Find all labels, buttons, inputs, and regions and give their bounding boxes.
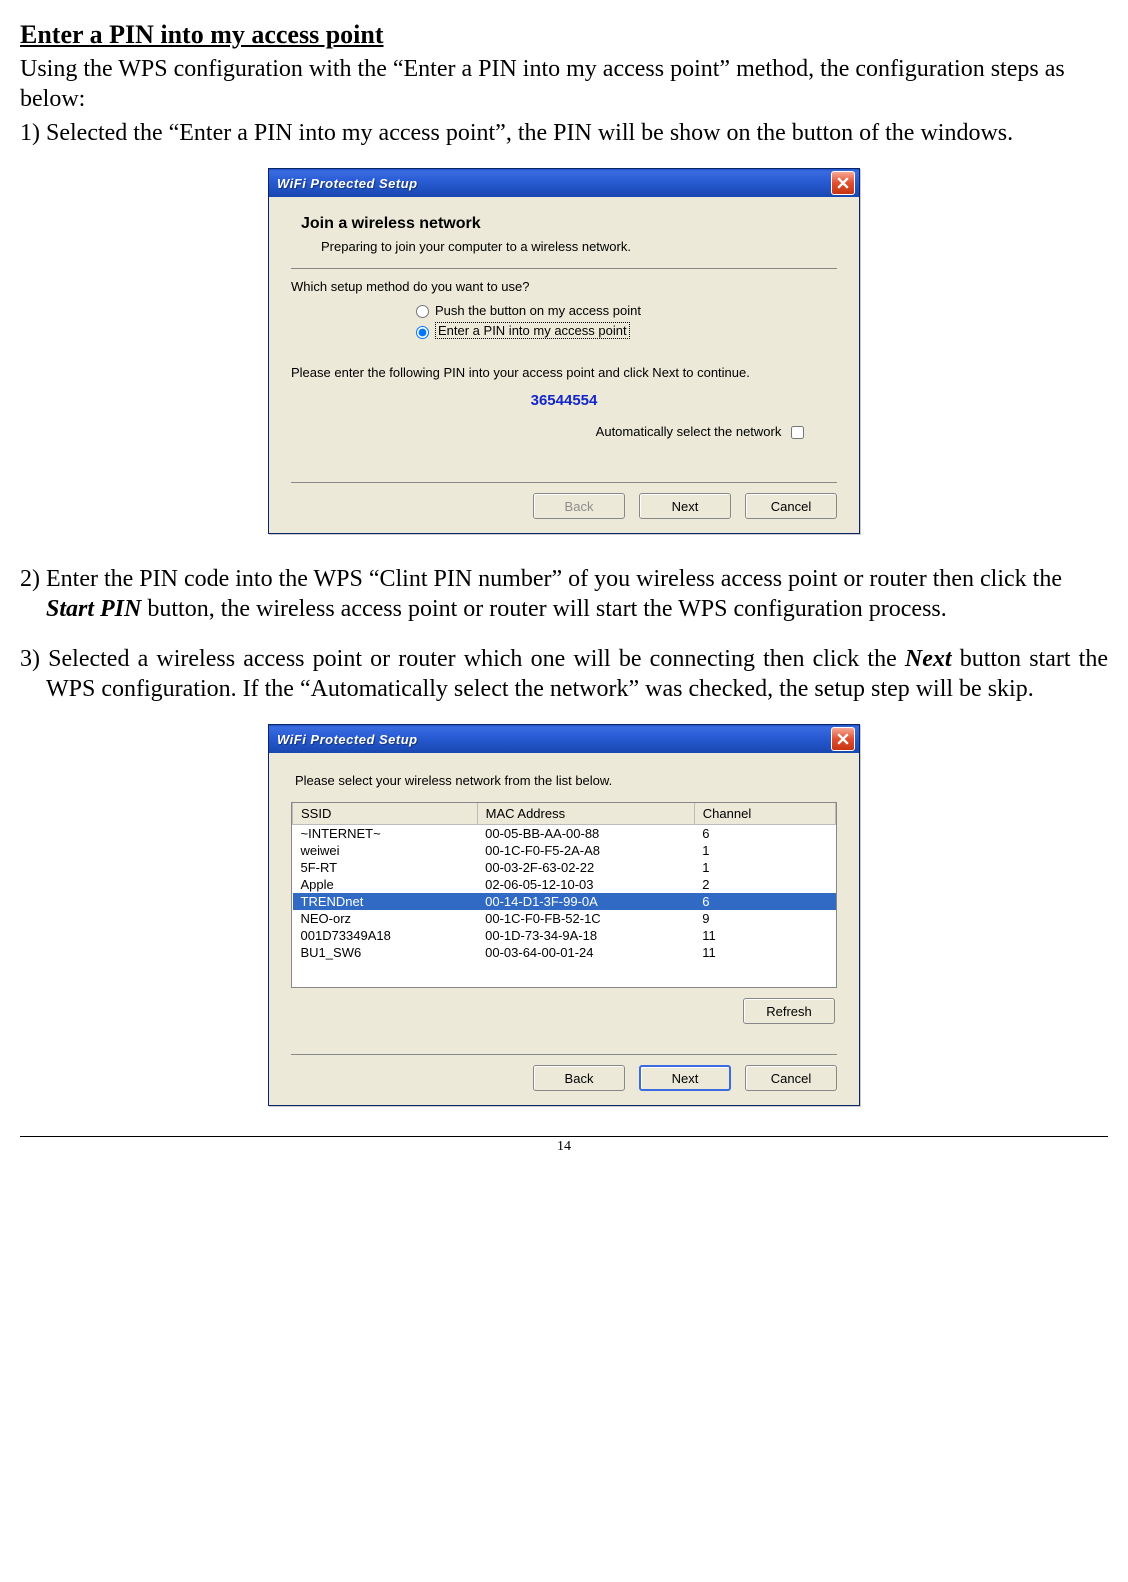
cell-mac: 00-1C-F0-FB-52-1C [477, 910, 694, 927]
table-row[interactable]: NEO-orz00-1C-F0-FB-52-1C9 [293, 910, 836, 927]
cell-ch: 6 [694, 893, 835, 910]
radio-push-label: Push the button on my access point [435, 303, 641, 318]
cell-ssid: Apple [293, 876, 478, 893]
step-3-text: 3) Selected a wireless access point or r… [20, 644, 1108, 704]
auto-select-checkbox[interactable] [791, 426, 804, 439]
table-row[interactable]: 001D73349A1800-1D-73-34-9A-1811 [293, 927, 836, 944]
step-2-part2: button, the wireless access point or rou… [141, 596, 946, 622]
page-number: 14 [20, 1136, 1108, 1155]
cell-ch: 11 [694, 944, 835, 961]
titlebar: WiFi Protected Setup [269, 169, 859, 197]
cell-ch: 11 [694, 927, 835, 944]
cell-ssid: TRENDnet [293, 893, 478, 910]
col-channel[interactable]: Channel [694, 803, 835, 825]
refresh-button[interactable]: Refresh [743, 998, 835, 1024]
cell-ch: 9 [694, 910, 835, 927]
wps-window-select-network: WiFi Protected Setup Please select your … [268, 724, 860, 1106]
network-table-wrap: SSID MAC Address Channel ~INTERNET~00-05… [291, 802, 837, 988]
cell-mac: 00-14-D1-3F-99-0A [477, 893, 694, 910]
setup-question: Which setup method do you want to use? [291, 279, 837, 294]
cancel-button[interactable]: Cancel [745, 493, 837, 519]
auto-select-row: Automatically select the network [291, 423, 807, 442]
wps-window-pin: WiFi Protected Setup Join a wireless net… [268, 168, 860, 534]
cell-mac: 00-03-64-00-01-24 [477, 944, 694, 961]
close-button[interactable] [831, 171, 855, 195]
section-title: Enter a PIN into my access point [20, 20, 1108, 50]
table-row[interactable]: Apple02-06-05-12-10-032 [293, 876, 836, 893]
table-row[interactable]: ~INTERNET~00-05-BB-AA-00-886 [293, 825, 836, 843]
auto-select-label: Automatically select the network [596, 424, 782, 439]
cell-ssid: NEO-orz [293, 910, 478, 927]
step-2-startpin: Start PIN [46, 596, 141, 622]
step-2: 2) Enter the PIN code into the WPS “Clin… [20, 564, 1108, 624]
cell-mac: 00-03-2F-63-02-22 [477, 859, 694, 876]
divider [291, 268, 837, 269]
step-1-text: 1) Selected the “Enter a PIN into my acc… [20, 118, 1108, 148]
cell-ssid: 5F-RT [293, 859, 478, 876]
pin-value: 36544554 [291, 392, 837, 409]
close-icon [837, 733, 849, 745]
table-row[interactable]: BU1_SW600-03-64-00-01-2411 [293, 944, 836, 961]
table-row[interactable]: 5F-RT00-03-2F-63-02-221 [293, 859, 836, 876]
next-button[interactable]: Next [639, 493, 731, 519]
table-row[interactable]: weiwei00-1C-F0-F5-2A-A81 [293, 842, 836, 859]
radio-push-input[interactable] [416, 305, 429, 318]
radio-pin-input[interactable] [416, 326, 429, 339]
cell-mac: 02-06-05-12-10-03 [477, 876, 694, 893]
close-icon [837, 177, 849, 189]
enter-pin-instruction: Please enter the following PIN into your… [291, 365, 837, 380]
select-prompt: Please select your wireless network from… [295, 773, 837, 788]
step-1: 1) Selected the “Enter a PIN into my acc… [20, 118, 1108, 148]
cell-mac: 00-1C-F0-F5-2A-A8 [477, 842, 694, 859]
dialog-subheading: Preparing to join your computer to a wir… [321, 239, 837, 254]
close-button[interactable] [831, 727, 855, 751]
step-3: 3) Selected a wireless access point or r… [20, 644, 1108, 704]
cell-ch: 1 [694, 842, 835, 859]
back-button[interactable]: Back [533, 1065, 625, 1091]
intro-text: Using the WPS configuration with the “En… [20, 54, 1108, 114]
cancel-button[interactable]: Cancel [745, 1065, 837, 1091]
network-table[interactable]: SSID MAC Address Channel ~INTERNET~00-05… [292, 803, 836, 961]
cell-ssid: ~INTERNET~ [293, 825, 478, 843]
radio-push-button[interactable]: Push the button on my access point [411, 302, 837, 318]
button-row: Back Next Cancel [291, 1054, 837, 1091]
cell-mac: 00-05-BB-AA-00-88 [477, 825, 694, 843]
cell-mac: 00-1D-73-34-9A-18 [477, 927, 694, 944]
cell-ssid: weiwei [293, 842, 478, 859]
cell-ch: 2 [694, 876, 835, 893]
table-row[interactable]: TRENDnet00-14-D1-3F-99-0A6 [293, 893, 836, 910]
step-3-part1: 3) Selected a wireless access point or r… [20, 646, 905, 672]
titlebar: WiFi Protected Setup [269, 725, 859, 753]
dialog-heading: Join a wireless network [301, 215, 837, 233]
step-3-next: Next [905, 646, 952, 672]
next-button[interactable]: Next [639, 1065, 731, 1091]
cell-ssid: BU1_SW6 [293, 944, 478, 961]
col-ssid[interactable]: SSID [293, 803, 478, 825]
back-button: Back [533, 493, 625, 519]
window-title: WiFi Protected Setup [277, 732, 418, 747]
step-2-part1: 2) Enter the PIN code into the WPS “Clin… [20, 566, 1062, 592]
button-row: Back Next Cancel [291, 482, 837, 519]
cell-ch: 1 [694, 859, 835, 876]
window-title: WiFi Protected Setup [277, 176, 418, 191]
col-mac[interactable]: MAC Address [477, 803, 694, 825]
cell-ch: 6 [694, 825, 835, 843]
cell-ssid: 001D73349A18 [293, 927, 478, 944]
radio-enter-pin[interactable]: Enter a PIN into my access point [411, 322, 837, 339]
radio-pin-label: Enter a PIN into my access point [435, 322, 630, 339]
step-2-text: 2) Enter the PIN code into the WPS “Clin… [20, 564, 1108, 624]
